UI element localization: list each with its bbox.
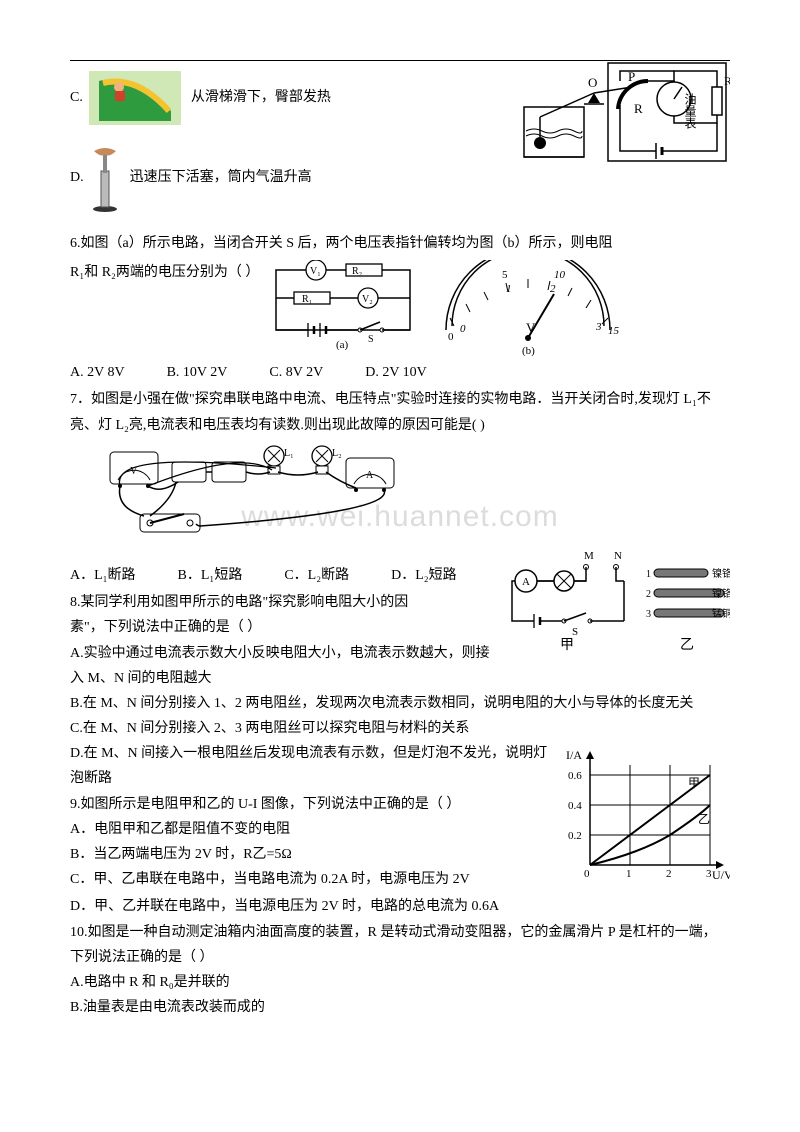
q6-dial-b: 0 5 10 15 0 1 2 3 V (b) xyxy=(426,260,626,356)
pump-image xyxy=(90,143,120,213)
q9-choice-d: D．甲、乙并联在电路中，当电源电压为 2V 时，电路的总电流为 0.6A xyxy=(70,894,730,919)
svg-text:0.6: 0.6 xyxy=(568,770,582,782)
q7-circuit-diagram: V L₁ L₂ A xyxy=(100,442,400,552)
svg-text:0: 0 xyxy=(448,331,454,343)
svg-text:S: S xyxy=(572,626,578,638)
option-text: 从滑梯滑下，臀部发热 xyxy=(191,85,331,110)
svg-text:1: 1 xyxy=(626,868,632,880)
option-text: 迅速压下活塞，筒内气温升高 xyxy=(130,165,312,190)
q5-option-c: C. 从滑梯滑下，臀部发热 xyxy=(70,71,514,125)
q6-choices: A. 2V 8V B. 10V 2V C. 8V 2V D. 2V 10V xyxy=(70,360,730,385)
svg-text:镍铬: 镍铬 xyxy=(712,567,730,580)
svg-text:R₁: R₁ xyxy=(302,294,312,305)
svg-text:A: A xyxy=(522,576,530,588)
svg-text:3: 3 xyxy=(646,609,651,620)
q7-choice-d: D．L₂短路 xyxy=(391,563,457,588)
svg-text:2: 2 xyxy=(666,868,672,880)
svg-text:甲: 甲 xyxy=(688,776,700,790)
svg-text:0.2: 0.2 xyxy=(568,830,582,842)
svg-text:R: R xyxy=(634,101,643,116)
option-label: D. xyxy=(70,165,84,190)
svg-text:A: A xyxy=(366,470,374,481)
q7-choice-c: C．L₂断路 xyxy=(284,563,349,588)
svg-text:甲: 甲 xyxy=(560,638,574,653)
q8-choice-b: B.在 M、N 间分别接入 1、2 两电阻丝，发现两次电流表示数相同，说明电阻的… xyxy=(70,691,730,716)
svg-text:V₂: V₂ xyxy=(362,294,373,305)
q9-chart: 甲 乙 I/A 0.2 0.4 0.6 0 1 2 3 U/V xyxy=(560,745,730,894)
svg-text:1: 1 xyxy=(646,569,651,580)
svg-text:15: 15 xyxy=(608,325,620,337)
q7-stem: 7．如图是小强在做"探究串联电路中电流、电压特点"实验时连接的实物电路．当开关闭… xyxy=(70,387,730,437)
svg-text:镍铬: 镍铬 xyxy=(712,587,730,600)
q6-choice-c: C. 8V 2V xyxy=(269,360,323,385)
option-label: C. xyxy=(70,85,83,110)
svg-text:I/A: I/A xyxy=(566,748,582,762)
svg-text:S: S xyxy=(368,334,374,345)
svg-text:0: 0 xyxy=(460,323,466,335)
svg-text:O: O xyxy=(588,75,597,90)
svg-text:V: V xyxy=(526,320,536,335)
svg-text:10: 10 xyxy=(554,269,566,281)
q6-choice-d: D. 2V 10V xyxy=(365,360,427,385)
svg-text:(a): (a) xyxy=(336,339,349,350)
svg-text:V₁: V₁ xyxy=(310,266,321,277)
svg-text:M: M xyxy=(584,550,594,562)
svg-text:乙: 乙 xyxy=(698,812,710,826)
q7-choices: A．L₁断路 B．L₁短路 C．L₂断路 D．L₂短路 xyxy=(70,563,496,588)
svg-text:2: 2 xyxy=(646,589,651,600)
svg-text:乙: 乙 xyxy=(680,637,694,653)
q7-choice-a: A．L₁断路 xyxy=(70,563,136,588)
q6-choice-b: B. 10V 2V xyxy=(167,360,228,385)
svg-text:0: 0 xyxy=(584,868,590,880)
q10-stem: 10.如图是一种自动测定油箱内油面高度的装置，R 是转动式滑动变阻器，它的金属滑… xyxy=(70,920,730,970)
svg-text:U/V: U/V xyxy=(712,868,730,882)
q6-stem-a: 6.如图（a）所示电路，当闭合开关 S 后，两个电压表指针偏转均为图（b）所示，… xyxy=(70,231,730,256)
q8-choice-c: C.在 M、N 间分别接入 2、3 两电阻丝可以探究电阻与材料的关系 xyxy=(70,716,730,741)
svg-text:2: 2 xyxy=(550,283,556,295)
q6-choice-a: A. 2V 8V xyxy=(70,360,125,385)
svg-text:0.4: 0.4 xyxy=(568,800,582,812)
svg-text:3: 3 xyxy=(595,321,602,333)
oil-gauge-diagram: O P R 油量表 R₀ xyxy=(520,51,730,185)
svg-text:5: 5 xyxy=(502,269,508,281)
svg-text:R₂: R₂ xyxy=(352,266,362,277)
svg-text:锰铜: 锰铜 xyxy=(712,607,730,620)
q10-choice-b: B.油量表是由电流表改装而成的 xyxy=(70,995,730,1020)
svg-text:L₁: L₁ xyxy=(284,448,294,459)
q5-option-d: D. 迅速压下活塞，筒内气温升高 xyxy=(70,143,514,213)
q10-choice-a: A.电路中 R 和 R₀是并联的 xyxy=(70,970,730,995)
svg-text:(b): (b) xyxy=(522,345,535,356)
svg-text:N: N xyxy=(614,550,622,562)
q8-diagram: M N A S 甲 xyxy=(504,549,730,662)
q7-choice-b: B．L₁短路 xyxy=(178,563,243,588)
svg-text:R₀: R₀ xyxy=(724,74,730,88)
q6-stem-b: R₁和 R₂两端的电压分别为（ ） xyxy=(70,260,260,285)
svg-text:1: 1 xyxy=(506,283,512,295)
slide-image xyxy=(89,71,181,125)
q6-circuit-a: V₁ R₂ R₁ V₂ S (a) xyxy=(268,260,418,350)
svg-text:L₂: L₂ xyxy=(332,448,342,459)
